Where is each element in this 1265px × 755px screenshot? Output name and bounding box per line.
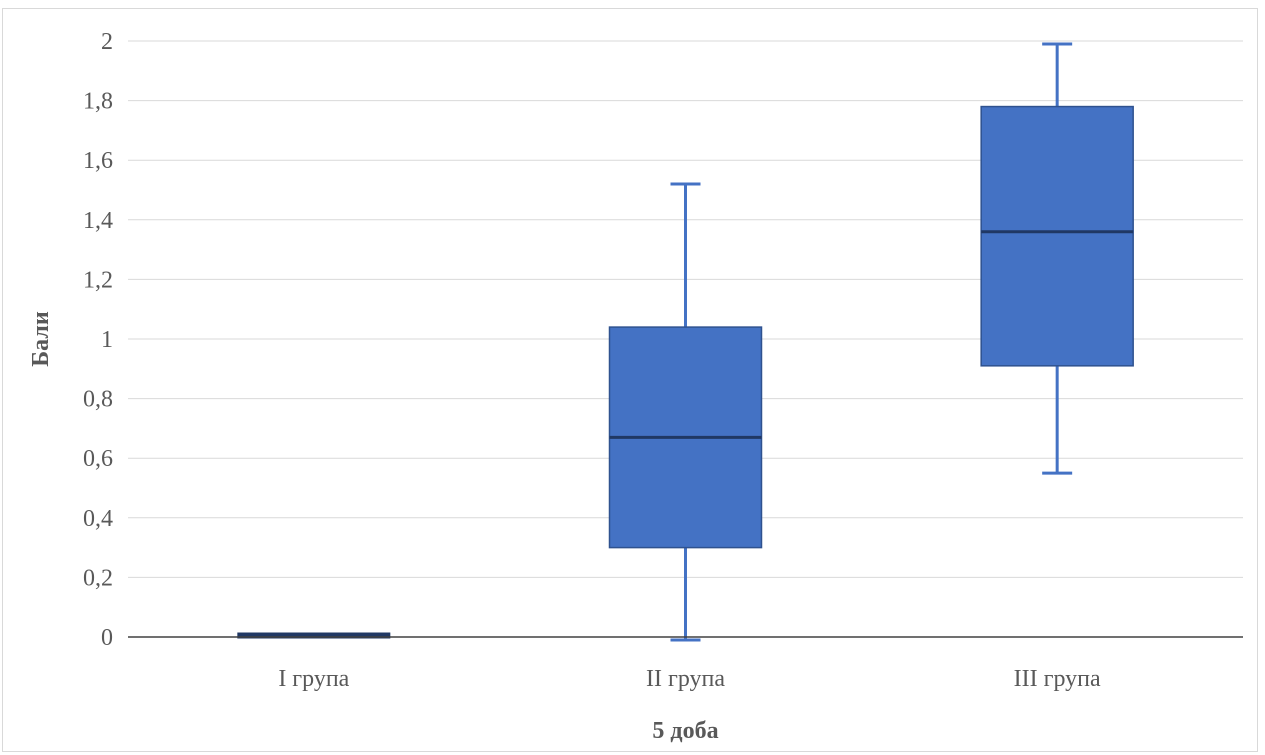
y-tick-label: 0,6	[83, 446, 113, 472]
y-tick-label: 0,8	[83, 387, 113, 413]
y-tick-label: 1,2	[83, 267, 113, 293]
y-tick-label: 1,8	[83, 89, 113, 115]
iqr-box	[237, 632, 391, 639]
y-tick-label: 1,6	[83, 148, 113, 174]
y-tick-label: 2	[101, 29, 113, 55]
y-tick-label: 0,4	[83, 506, 113, 532]
x-axis-title: 5 доба	[652, 718, 718, 744]
iqr-box	[980, 105, 1134, 367]
y-tick-label: 0	[101, 625, 113, 651]
y-tick-label: 1	[101, 327, 113, 353]
x-category-labels: I група II група III група	[278, 666, 1101, 692]
box-group	[980, 42, 1134, 475]
y-tick-label: 0,2	[83, 565, 113, 591]
box-group	[608, 182, 763, 642]
box-group	[237, 632, 391, 639]
box-series	[237, 42, 1134, 642]
y-tick-label: 1,4	[83, 208, 113, 234]
x-category-label: III група	[1014, 666, 1101, 692]
y-axis-title: Бали	[28, 311, 54, 367]
y-tick-labels: 0 0,2 0,4 0,6 0,8 1 1,2 1,4 1,6 1,8 2	[83, 29, 113, 651]
x-category-label: II група	[646, 666, 725, 692]
x-category-label: I група	[278, 666, 349, 692]
